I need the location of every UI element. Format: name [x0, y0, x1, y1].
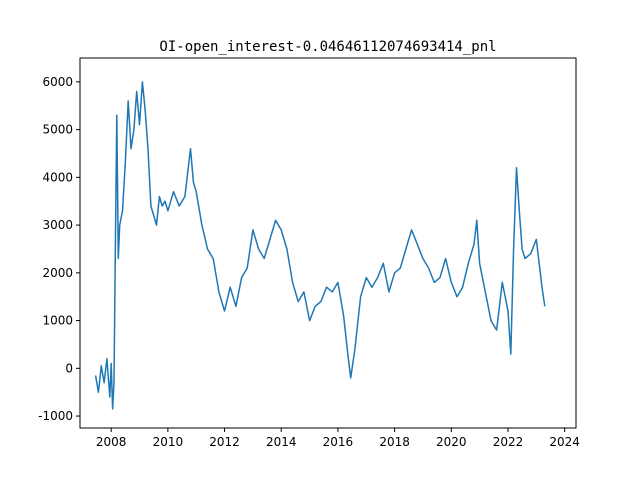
- x-tick-label: 2012: [209, 435, 240, 449]
- series-line-0: [94, 81, 546, 410]
- y-tick-label: -1000: [38, 409, 73, 423]
- x-tick-label: 2010: [153, 435, 184, 449]
- x-axis: 2008 2010 2012 2014 2016 2018 2020 2022 2024: [96, 428, 580, 449]
- series-layer: [94, 81, 546, 410]
- x-tick-label: 2014: [266, 435, 297, 449]
- x-tick-label: 2022: [493, 435, 524, 449]
- y-tick-label: 6000: [42, 75, 73, 89]
- chart-title: OI-open_interest-0.04646112074693414_pnl: [159, 39, 496, 55]
- x-tick-label: 2020: [436, 435, 467, 449]
- x-tick-label: 2016: [323, 435, 354, 449]
- y-tick-label: 3000: [42, 218, 73, 232]
- y-tick-label: 0: [65, 361, 73, 375]
- x-tick-label: 2008: [96, 435, 127, 449]
- x-tick-label: 2018: [379, 435, 410, 449]
- y-tick-label: 5000: [42, 123, 73, 137]
- y-axis: -1000 0 1000 2000 3000 4000 5000 6000: [38, 75, 80, 423]
- y-tick-label: 2000: [42, 266, 73, 280]
- plot-frame: [79, 57, 577, 429]
- y-tick-label: 4000: [42, 170, 73, 184]
- x-tick-label: 2024: [549, 435, 580, 449]
- y-tick-label: 1000: [42, 314, 73, 328]
